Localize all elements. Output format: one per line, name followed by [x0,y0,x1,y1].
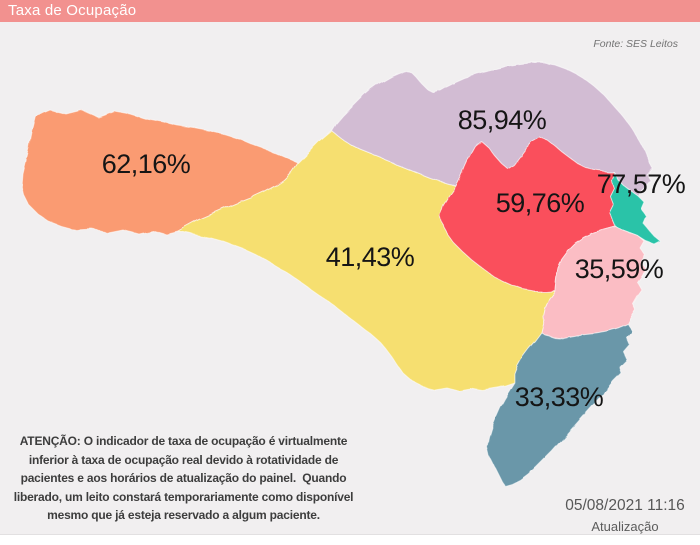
title-bar: Taxa de Ocupação [0,0,700,22]
map-value-labels: 62,16% 41,43% 85,94% 59,76% 77,57% 35,59… [102,105,687,412]
page-title: Taxa de Ocupação [8,2,137,19]
value-label-northeast-valley: 59,76% [496,188,585,218]
update-timestamp: 05/08/2021 11:16 [565,497,685,514]
warning-line: mesmo que já esteja reservado a algum pa… [47,508,320,522]
value-label-southeast: 35,59% [575,254,664,284]
map-region-coastal-east[interactable] [608,171,661,245]
value-label-south: 33,33% [515,382,604,412]
value-label-coastal-east: 77,57% [597,169,686,199]
warning-line: inferior à taxa de ocupação real devido … [28,452,339,467]
warning-line: ATENÇÃO: O indicador de taxa de ocupação… [19,434,348,448]
update-label: Atualização [591,519,659,534]
value-label-north: 85,94% [458,105,547,135]
source-note: Fonte: SES Leitos [593,38,678,50]
warning-line: liberado, um leito constará temporariame… [13,489,354,504]
update-info: 05/08/2021 11:16 Atualização [545,497,700,534]
value-label-west: 62,16% [102,149,191,179]
warning-line: pacientes e aos horários de atualização … [20,471,347,485]
value-label-central: 41,43% [326,242,415,272]
map-region-south[interactable] [486,323,633,487]
warning-text: ATENÇÃO: O indicador de taxa de ocupação… [10,432,357,525]
bottom-margin [0,534,700,545]
